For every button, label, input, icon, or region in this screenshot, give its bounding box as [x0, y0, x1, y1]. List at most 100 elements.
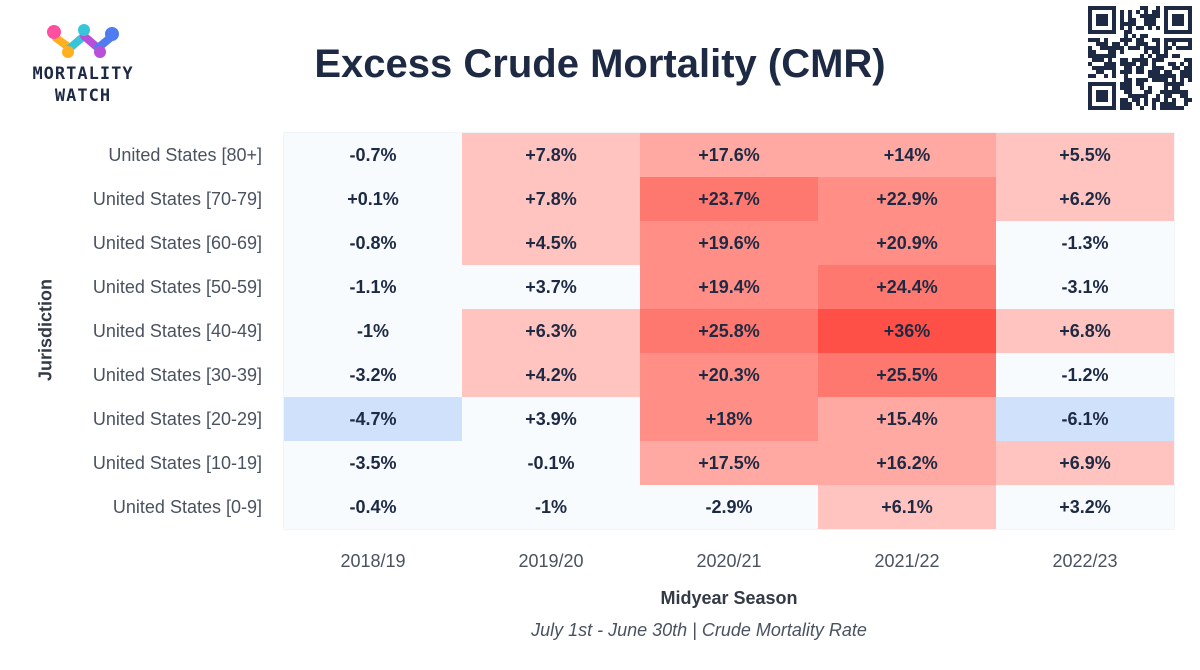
y-tick-label: United States [40-49]: [93, 321, 262, 341]
heatmap-cell: [284, 309, 462, 353]
cell-value-label: +15.4%: [876, 409, 938, 429]
cell-value-label: +20.9%: [876, 233, 938, 253]
heatmap-cell: [284, 221, 462, 265]
heatmap-chart: -0.7% +7.8% +17.6% +14% +5.5% +0.1% +7.8% +23.7…: [93, 132, 1175, 571]
heatmap-cell: [640, 221, 818, 265]
x-tick-label: 2022/23: [1052, 551, 1117, 571]
heatmap-cell: [818, 397, 996, 441]
cell-value-label: +6.3%: [525, 321, 577, 341]
heatmap-cell: [640, 265, 818, 309]
x-tick-label: 2020/21: [696, 551, 761, 571]
heatmap-cell: [284, 441, 462, 485]
y-tick-label: United States [60-69]: [93, 233, 262, 253]
cell-value-label: +3.2%: [1059, 497, 1111, 517]
cell-value-label: +17.6%: [698, 145, 760, 165]
heatmap-cell: [462, 485, 640, 529]
qr-code-icon: [1088, 6, 1192, 110]
heatmap-cell: [818, 353, 996, 397]
y-tick-label: United States [30-39]: [93, 365, 262, 385]
cell-value-label: +4.2%: [525, 365, 577, 385]
heatmap-cell: [284, 265, 462, 309]
heatmap-cell: [640, 177, 818, 221]
chart-subtitle: July 1st - June 30th | Crude Mortality R…: [531, 620, 867, 640]
heatmap-cell: [462, 221, 640, 265]
heatmap-cell: [996, 265, 1174, 309]
cell-value-label: +17.5%: [698, 453, 760, 473]
cell-value-label: +3.7%: [525, 277, 577, 297]
y-tick-label: United States [50-59]: [93, 277, 262, 297]
heatmap-cell: [462, 265, 640, 309]
cell-value-label: +20.3%: [698, 365, 760, 385]
cell-value-label: -3.2%: [349, 365, 396, 385]
heatmap-cell: [640, 353, 818, 397]
heatmap-cell: [996, 309, 1174, 353]
cell-value-label: +6.9%: [1059, 453, 1111, 473]
cell-value-label: +3.9%: [525, 409, 577, 429]
heatmap-cell: [996, 397, 1174, 441]
cell-value-label: +19.4%: [698, 277, 760, 297]
cell-value-label: -1%: [357, 321, 389, 341]
cell-value-label: +16.2%: [876, 453, 938, 473]
cell-value-label: -6.1%: [1061, 409, 1108, 429]
heatmap-cell: [996, 133, 1174, 177]
y-tick-label: United States [80+]: [108, 145, 262, 165]
cell-value-label: -1.2%: [1061, 365, 1108, 385]
cell-value-label: -1.3%: [1061, 233, 1108, 253]
y-tick-label: United States [10-19]: [93, 453, 262, 473]
cell-value-label: -1.1%: [349, 277, 396, 297]
cell-value-label: +24.4%: [876, 277, 938, 297]
heatmap-cell: [818, 441, 996, 485]
heatmap-cell: [640, 133, 818, 177]
heatmap-cell: [818, 485, 996, 529]
cell-value-label: -0.8%: [349, 233, 396, 253]
heatmap-cell: [640, 485, 818, 529]
heatmap-cell: [996, 353, 1174, 397]
cell-value-label: +4.5%: [525, 233, 577, 253]
cell-value-label: -3.5%: [349, 453, 396, 473]
logo-molecule-icon: [47, 24, 119, 58]
heatmap-cell: [284, 353, 462, 397]
x-tick-label: 2019/20: [518, 551, 583, 571]
cell-value-label: +5.5%: [1059, 145, 1111, 165]
cell-value-label: +14%: [884, 145, 931, 165]
heatmap-cell: [640, 309, 818, 353]
logo-text-line1: MORTALITY: [32, 64, 134, 84]
cell-value-label: -2.9%: [705, 497, 752, 517]
cell-value-label: +7.8%: [525, 189, 577, 209]
heatmap-cell: [284, 177, 462, 221]
cell-value-label: +25.5%: [876, 365, 938, 385]
y-axis-title: Jurisdiction: [35, 278, 56, 382]
heatmap-cell: [462, 353, 640, 397]
cell-value-label: -3.1%: [1061, 277, 1108, 297]
mortality-watch-logo: MORTALITY WATCH: [18, 18, 148, 113]
y-tick-label: United States [0-9]: [113, 497, 262, 517]
logo-text-line2: WATCH: [54, 86, 112, 106]
x-axis-title: Midyear Season: [660, 588, 798, 608]
x-tick-label: 2018/19: [340, 551, 405, 571]
heatmap-cell: [818, 309, 996, 353]
heatmap-cell: [462, 133, 640, 177]
chart-title: Excess Crude Mortality (CMR): [314, 42, 886, 86]
heatmap-cell: [996, 221, 1174, 265]
heatmap-cell: [996, 177, 1174, 221]
heatmap-cell: [996, 485, 1174, 529]
heatmap-cell: [284, 485, 462, 529]
heatmap-cell: [462, 177, 640, 221]
cell-value-label: +6.2%: [1059, 189, 1111, 209]
heatmap-cell: [462, 309, 640, 353]
x-tick-label: 2021/22: [874, 551, 939, 571]
cell-value-label: +23.7%: [698, 189, 760, 209]
heatmap-cell: [462, 397, 640, 441]
cell-value-label: +19.6%: [698, 233, 760, 253]
heatmap-cell: [284, 397, 462, 441]
heatmap-cell: [818, 221, 996, 265]
heatmap-cell: [818, 177, 996, 221]
y-tick-label: United States [20-29]: [93, 409, 262, 429]
heatmap-cell: [462, 441, 640, 485]
cell-value-label: +6.8%: [1059, 321, 1111, 341]
cell-value-label: -4.7%: [349, 409, 396, 429]
cell-value-label: -0.1%: [527, 453, 574, 473]
cell-value-label: +7.8%: [525, 145, 577, 165]
heatmap-cell: [284, 133, 462, 177]
cell-value-label: -0.4%: [349, 497, 396, 517]
